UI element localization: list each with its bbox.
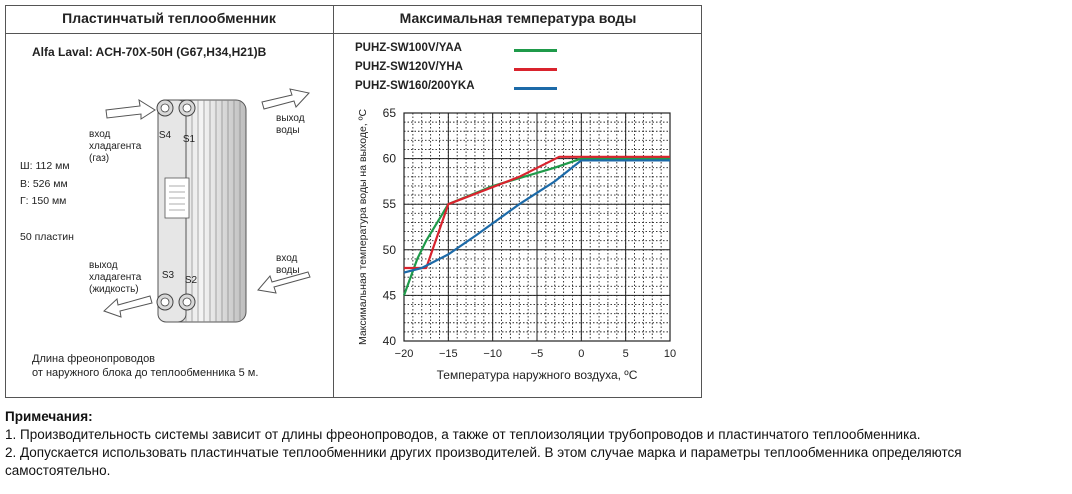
- y-tick-label: 50: [383, 243, 397, 257]
- arrow-refrigerant-out: [103, 295, 153, 318]
- legend-label-2: PUHZ-SW160/200YKA: [355, 80, 475, 92]
- notes-section: Примечания: 1. Производительность систем…: [5, 408, 1067, 480]
- pipe-length-note: Длина фреонопроводов от наружного блока …: [32, 353, 259, 379]
- x-tick-label: 10: [664, 348, 676, 360]
- legend-swatch-1: [514, 68, 557, 71]
- column-divider: [333, 5, 334, 398]
- legend-label-0: PUHZ-SW100V/YAA: [355, 42, 462, 54]
- series-line-2: [403, 159, 670, 274]
- arrow-refrigerant-in: [105, 98, 156, 120]
- y-tick-label: 45: [383, 288, 397, 302]
- label-water-out: выход воды: [276, 113, 305, 136]
- label-refrigerant-out: выход хладагента (жидкость): [89, 260, 142, 295]
- x-tick-label: −10: [483, 348, 502, 360]
- y-axis-label: Максимальная температура воды на выходе,…: [357, 109, 369, 346]
- right-header: Максимальная температура воды: [399, 10, 637, 26]
- label-water-in: вход воды: [276, 253, 300, 276]
- x-tick-label: −15: [439, 348, 458, 360]
- y-tick-label: 55: [383, 197, 397, 211]
- header-divider: [5, 33, 702, 34]
- spec-depth: Г: 150 мм: [20, 195, 67, 207]
- figure-frame: [5, 5, 702, 398]
- x-axis-label: Температура наружного воздуха, ºC: [437, 368, 638, 382]
- plot-frame: [403, 112, 671, 342]
- spec-width: Ш: 112 мм: [20, 160, 70, 172]
- port-label-s3: S3: [162, 270, 175, 281]
- spec-plates: 50 пластин: [20, 231, 74, 243]
- notes-title: Примечания:: [5, 409, 93, 424]
- arrow-water-in: [257, 271, 311, 294]
- temperature-chart: −20 −15 −10 −5 0 5 10 40 45 50 55 60 65 Температура н…: [357, 106, 676, 382]
- legend-swatch-2: [514, 87, 557, 90]
- x-tick-label: 5: [623, 348, 629, 360]
- label-refrigerant-in: вход хладагента (газ): [89, 129, 142, 164]
- y-tick-label: 40: [383, 334, 397, 348]
- left-header: Пластинчатый теплообменник: [62, 10, 276, 26]
- spec-height: В: 526 мм: [20, 178, 68, 190]
- heat-exchanger-drawing: S4 S1 S3 S2: [103, 88, 311, 323]
- y-tick-label: 65: [383, 106, 397, 120]
- y-tick-label: 60: [383, 152, 397, 166]
- x-tick-label: 0: [578, 348, 584, 360]
- note-item-1: 1. Производительность системы зависит от…: [5, 427, 921, 442]
- x-tick-label: −20: [395, 348, 414, 360]
- legend-label-1: PUHZ-SW120V/YHA: [355, 61, 463, 73]
- arrow-water-out: [261, 88, 310, 110]
- note-item-2: 2. Допускается использовать пластинчатые…: [5, 445, 962, 478]
- port-label-s2: S2: [185, 275, 198, 286]
- port-label-s1: S1: [183, 134, 196, 145]
- legend-swatch-0: [514, 49, 557, 52]
- port-label-s4: S4: [159, 130, 172, 141]
- x-tick-label: −5: [531, 348, 544, 360]
- heat-exchanger-model: Alfa Laval: ACH-70X-50H (G67,H34,H21)B: [32, 45, 267, 59]
